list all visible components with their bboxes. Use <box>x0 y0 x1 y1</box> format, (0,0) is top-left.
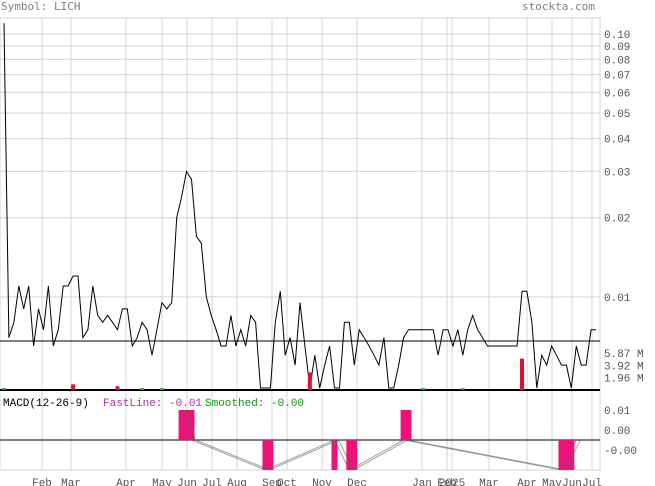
macd-histogram-band <box>331 440 338 470</box>
macd-panel <box>0 409 600 471</box>
price-panel <box>3 23 596 389</box>
price-tick-label: 0.03 <box>604 167 630 179</box>
macd-smoothed-line <box>185 409 581 471</box>
x-tick-label: Mar <box>61 478 81 486</box>
y-axis-labels: 0.100.090.08 0.07 0.06 0.05 0.04 0.03 0.02 0.01… <box>604 30 644 458</box>
x-tick-label: Aug <box>227 478 247 486</box>
symbol-label: Symbol: LICH <box>1 0 81 13</box>
volume-tick-label: 3.92 M <box>604 361 644 373</box>
x-tick-label: 2025 <box>439 478 465 486</box>
volume-bar <box>115 386 120 390</box>
price-tick-label: 0.06 <box>604 88 630 100</box>
x-tick-label: Feb <box>437 478 457 486</box>
macd-histogram-band <box>400 410 412 440</box>
x-tick-label: Jul <box>582 478 602 486</box>
price-tick-label: 0.09 <box>604 42 630 54</box>
plot-frame <box>0 17 601 471</box>
x-tick-label: Oct <box>277 478 297 486</box>
price-tick-label: 0.05 <box>604 109 630 121</box>
volume-bar <box>421 388 426 390</box>
x-tick-label: Nov <box>312 478 332 486</box>
price-tick-label: 0.08 <box>604 55 630 67</box>
volume-panel <box>0 340 600 391</box>
macd-fastline <box>181 409 577 471</box>
x-tick-label: Apr <box>517 478 537 486</box>
x-tick-label: Jun <box>177 478 197 486</box>
volume-bar <box>159 388 164 390</box>
price-tick-label: 0.04 <box>604 135 631 147</box>
x-tick-label: Feb <box>32 478 52 486</box>
volume-bar <box>140 388 145 390</box>
volume-bar <box>307 372 312 390</box>
x-tick-label: Jan <box>412 478 432 486</box>
x-tick-label: Jul <box>202 478 222 486</box>
macd-legend-fastline: FastLine: -0.01 <box>103 398 202 410</box>
macd-histogram-band <box>262 440 274 470</box>
volume-bar <box>520 358 524 390</box>
macd-histogram-band <box>558 440 575 470</box>
x-tick-label: Jun <box>562 478 582 486</box>
volume-bar <box>460 388 465 390</box>
grid <box>0 17 601 471</box>
price-tick-label: 0.02 <box>604 214 630 226</box>
macd-tick-label: 0.00 <box>604 426 630 438</box>
price-tick-label: 0.07 <box>604 71 630 83</box>
macd-legend-smoothed: Smoothed: -0.00 <box>205 398 304 410</box>
site-watermark[interactable]: stockta.com <box>522 0 595 13</box>
volume-bar <box>2 388 6 390</box>
x-tick-label: Mar <box>479 478 499 486</box>
price-tick-label: 0.10 <box>604 30 630 42</box>
x-tick-label: May <box>542 478 562 486</box>
price-tick-label: 0.01 <box>604 293 631 305</box>
price-line <box>3 23 596 389</box>
macd-histogram-band <box>346 440 358 470</box>
macd-tick-label: -0.00 <box>604 446 637 458</box>
macd-tick-label: 0.01 <box>604 406 631 418</box>
volume-bar <box>71 384 76 390</box>
volume-tick-label: 1.96 M <box>604 374 644 386</box>
x-tick-label: Apr <box>116 478 136 486</box>
macd-legend-title: MACD(12-26-9) <box>3 398 89 410</box>
x-tick-label: May <box>152 478 172 486</box>
x-tick-label: Dec <box>347 478 367 486</box>
volume-tick-label: 5.87 M <box>604 349 644 361</box>
macd-legend: MACD(12-26-9) FastLine: -0.01 Smoothed: … <box>3 398 304 410</box>
x-tick-label: Sep <box>262 478 282 486</box>
